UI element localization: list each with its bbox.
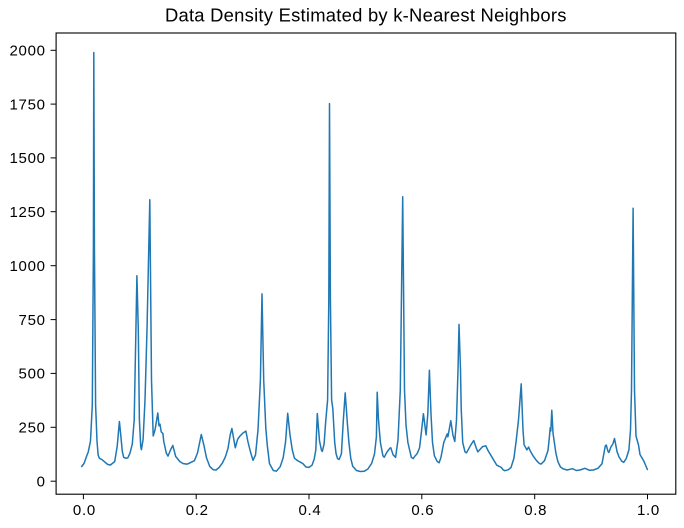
svg-text:1500: 1500 — [10, 150, 46, 167]
svg-text:1250: 1250 — [10, 204, 46, 221]
svg-text:0: 0 — [37, 474, 46, 491]
svg-text:1750: 1750 — [10, 96, 46, 113]
svg-text:1.0: 1.0 — [637, 502, 660, 519]
svg-text:500: 500 — [19, 366, 46, 383]
svg-text:0.8: 0.8 — [524, 502, 547, 519]
svg-text:250: 250 — [19, 420, 46, 437]
svg-text:0.0: 0.0 — [73, 502, 96, 519]
svg-text:0.6: 0.6 — [411, 502, 434, 519]
svg-text:750: 750 — [19, 312, 46, 329]
svg-text:1000: 1000 — [10, 258, 46, 275]
svg-text:0.4: 0.4 — [299, 502, 322, 519]
svg-text:0.2: 0.2 — [186, 502, 209, 519]
svg-text:Data Density Estimated by k-Ne: Data Density Estimated by k-Nearest Neig… — [165, 5, 567, 26]
svg-text:2000: 2000 — [10, 43, 46, 60]
